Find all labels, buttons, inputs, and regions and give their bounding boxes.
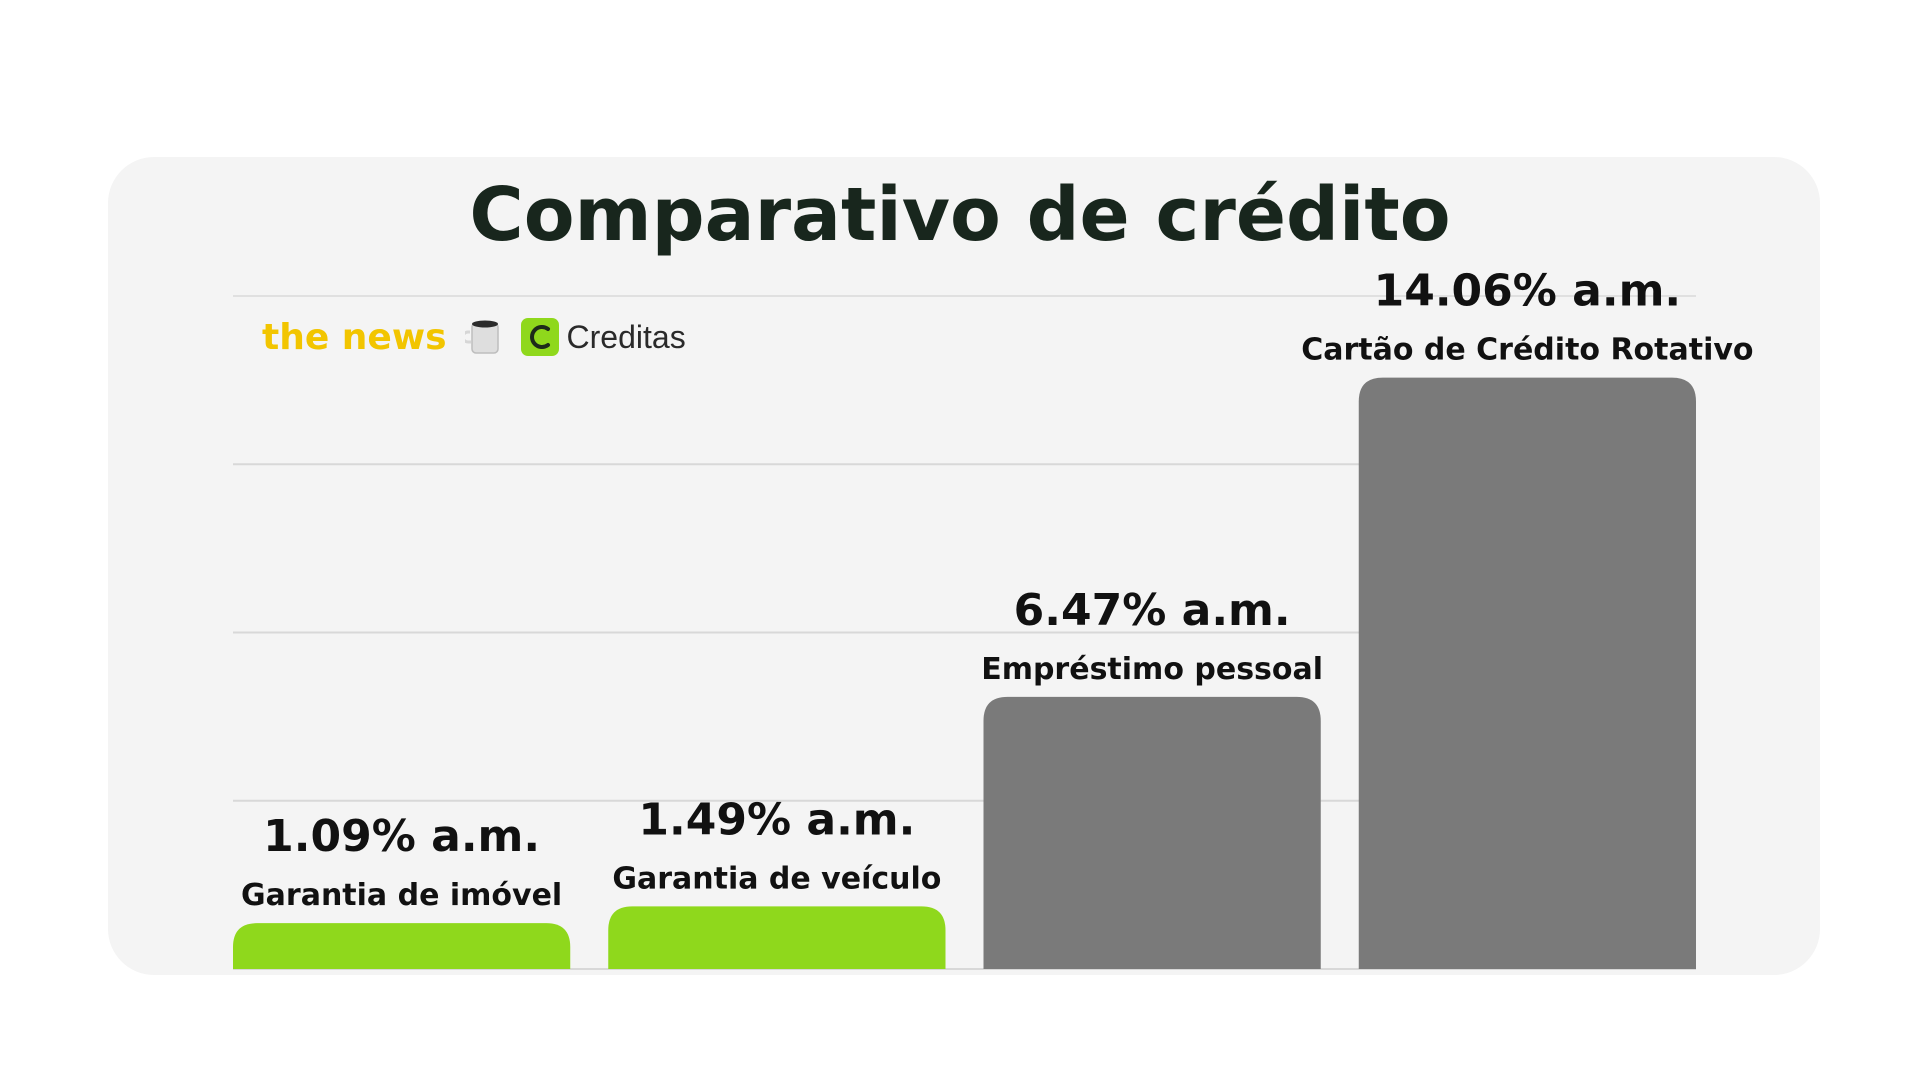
creditas-logo-text: Creditas	[566, 318, 686, 355]
bar-4	[1358, 377, 1696, 969]
category-label-3: Empréstimo pessoal	[981, 652, 1323, 687]
page-title: Comparativo de crédito	[469, 172, 1451, 258]
bar-2	[608, 906, 946, 969]
category-label-2: Garantia de veículo	[612, 861, 941, 896]
coffee-mug-icon	[464, 320, 499, 354]
value-label-3: 6.47% a.m.	[1014, 585, 1291, 636]
the-news-logo-text: the news	[262, 316, 447, 358]
brand-row: the news Creditas	[262, 312, 686, 362]
value-label-2: 1.49% a.m.	[638, 794, 915, 845]
value-label-1: 1.09% a.m.	[263, 811, 540, 862]
bar-3	[983, 696, 1321, 969]
bar-1	[233, 923, 571, 969]
value-label-4: 14.06% a.m.	[1374, 266, 1682, 317]
title-divider	[233, 295, 1696, 297]
category-label-1: Garantia de imóvel	[241, 878, 562, 913]
category-label-4: Cartão de Crédito Rotativo	[1301, 333, 1753, 368]
creditas-logo-icon	[520, 318, 559, 356]
